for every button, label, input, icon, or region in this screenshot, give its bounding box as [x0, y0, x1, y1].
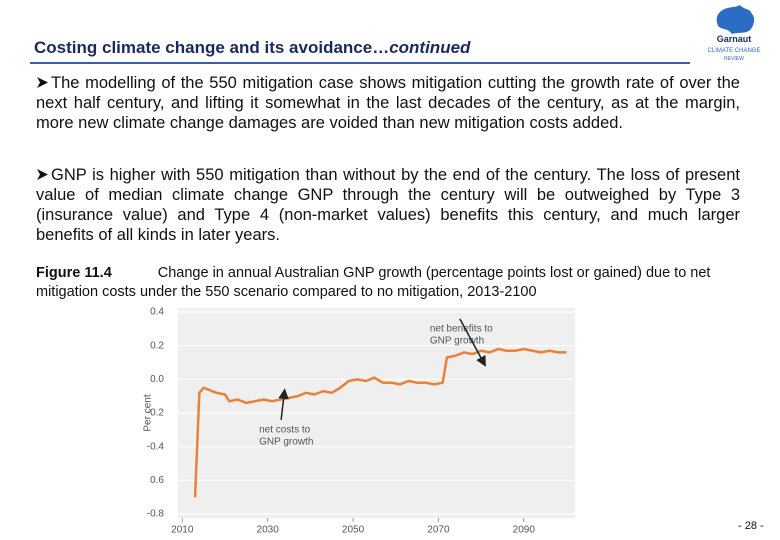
x-tick-label: 2030 [257, 525, 280, 536]
figure-caption: Figure 11.4 Change in annual Australian G… [36, 264, 736, 302]
logo-text: REVIEW [724, 56, 744, 62]
y-tick-label: 0.0 [150, 374, 164, 385]
title-suffix: continued [389, 38, 471, 57]
annotation: net benefits to [430, 323, 493, 334]
bullet: The modelling of the 550 mitigation case… [36, 73, 740, 133]
x-tick-label: 2090 [513, 525, 536, 536]
logo-text: Garnaut [717, 34, 752, 44]
annotation-arrow [459, 318, 487, 367]
title-rule [30, 62, 690, 64]
bullet: GNP is higher with 550 mitigation than w… [36, 165, 740, 245]
caption-text: Change in annual Australian GNP growth (… [36, 265, 711, 300]
data-line [193, 347, 567, 498]
annotation-arrow [278, 388, 289, 420]
annotation: net costs to [259, 424, 311, 435]
y-axis-label: Per cent [143, 394, 154, 431]
title-text: Costing climate change and its avoidance… [34, 38, 390, 57]
x-tick-label: 2050 [342, 525, 365, 536]
y-tick-label: -0.8 [147, 509, 165, 520]
logo-shape [716, 5, 755, 34]
page-number: - 28 - [738, 520, 764, 532]
slide-title: Costing climate change and its avoidance… [34, 38, 470, 58]
y-tick-label: 0.4 [150, 307, 164, 318]
y-tick-label: 0.2 [150, 340, 164, 351]
bullet-arrow [37, 77, 48, 88]
chart: 0.4 0.2 0.0 -0.2 -0.4 0.6 -0.8 2010 2030 2050 2070… [143, 307, 575, 536]
bullet-text: GNP is higher with 550 mitigation than w… [36, 166, 740, 244]
bullet-text: The modelling of the 550 mitigation case… [36, 74, 740, 132]
logo-text: CLIMATE CHANGE [708, 48, 761, 54]
bullet-arrow [37, 169, 48, 180]
logo: Garnaut CLIMATE CHANGE REVIEW [708, 5, 761, 62]
x-tick-label: 2010 [171, 525, 194, 536]
y-tick-label: -0.4 [147, 441, 165, 452]
annotation: GNP growth [259, 436, 313, 447]
annotation: GNP growth [430, 335, 484, 346]
y-tick-label: 0.6 [150, 475, 164, 486]
y-tick-label: -0.2 [147, 408, 165, 419]
x-tick-label: 2070 [427, 525, 450, 536]
figure-label: Figure 11.4 [36, 265, 112, 281]
